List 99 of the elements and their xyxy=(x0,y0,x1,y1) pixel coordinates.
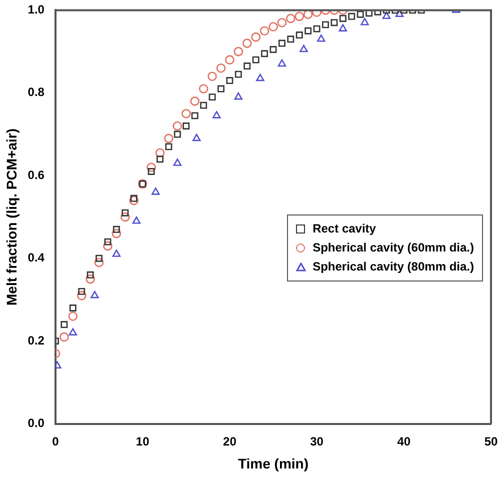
point xyxy=(76,290,86,300)
point xyxy=(182,122,190,130)
point xyxy=(152,188,160,195)
point xyxy=(294,12,304,22)
point xyxy=(234,92,243,100)
point xyxy=(90,290,99,298)
point xyxy=(395,10,404,17)
point xyxy=(112,250,121,257)
point xyxy=(200,102,208,109)
point xyxy=(251,32,260,42)
x-tick-label: 40 xyxy=(397,434,411,448)
point xyxy=(78,288,86,295)
point xyxy=(234,46,244,56)
point xyxy=(208,94,216,101)
point xyxy=(68,328,78,336)
point xyxy=(68,312,78,321)
point xyxy=(103,241,112,251)
point xyxy=(348,12,356,20)
legend-label: Rect cavity xyxy=(312,220,376,238)
point xyxy=(164,134,174,144)
point xyxy=(234,70,242,78)
y-tick-label: 1.0 xyxy=(28,2,45,17)
x-tick-label: 20 xyxy=(223,434,237,448)
y-axis-title: Melt fraction (liq. PCM+air) xyxy=(3,128,20,306)
point xyxy=(218,85,224,92)
point xyxy=(60,321,68,328)
point xyxy=(148,168,155,175)
point xyxy=(317,34,326,42)
point xyxy=(339,14,346,22)
point xyxy=(173,158,182,166)
point xyxy=(132,216,141,224)
point xyxy=(322,21,329,28)
point xyxy=(338,24,348,32)
point xyxy=(156,156,164,163)
point xyxy=(366,10,373,17)
point xyxy=(268,22,278,32)
point xyxy=(300,44,308,52)
point xyxy=(261,50,268,58)
point xyxy=(120,212,130,222)
point xyxy=(278,40,286,47)
point xyxy=(244,62,251,70)
point xyxy=(112,226,120,233)
point xyxy=(69,304,76,312)
point xyxy=(382,12,391,20)
point xyxy=(192,134,201,142)
legend-label: Spherical cavity (60mm dia.) xyxy=(312,240,474,257)
point xyxy=(94,258,104,268)
point xyxy=(260,26,270,36)
point xyxy=(155,148,165,158)
point xyxy=(270,46,277,53)
x-tick-label: 30 xyxy=(310,434,324,448)
point xyxy=(112,228,122,238)
point xyxy=(304,27,312,34)
y-tick-label: 0.2 xyxy=(28,333,45,348)
y-tick-label: 0.8 xyxy=(28,85,45,100)
y-tick-label: 0.6 xyxy=(28,168,45,182)
point xyxy=(356,10,364,18)
point xyxy=(226,77,234,84)
point xyxy=(374,10,382,16)
point xyxy=(60,332,69,342)
point xyxy=(198,84,208,94)
point xyxy=(191,112,198,120)
point xyxy=(122,209,129,216)
point xyxy=(216,63,226,73)
point xyxy=(208,72,217,82)
point xyxy=(312,10,322,17)
point xyxy=(165,143,172,150)
point xyxy=(86,274,95,284)
point xyxy=(130,194,138,202)
point xyxy=(174,130,181,138)
point xyxy=(104,238,112,246)
point xyxy=(225,55,234,64)
point xyxy=(190,96,200,106)
point xyxy=(330,19,338,26)
point xyxy=(277,18,287,28)
x-tick-label: 50 xyxy=(484,434,498,448)
y-tick-label: 0.0 xyxy=(28,416,45,430)
point xyxy=(256,74,264,82)
point xyxy=(129,196,139,206)
legend-label: Spherical cavity (80mm dia.) xyxy=(312,258,474,276)
x-tick-label: 10 xyxy=(136,434,150,448)
point xyxy=(296,32,303,38)
point xyxy=(313,25,320,32)
point xyxy=(242,38,252,48)
point xyxy=(286,14,296,24)
point xyxy=(181,108,191,118)
point xyxy=(278,59,286,67)
point xyxy=(96,254,103,262)
x-tick-label: 0 xyxy=(52,434,60,448)
point xyxy=(172,121,182,131)
point xyxy=(303,10,313,19)
point xyxy=(252,56,260,64)
y-tick-label: 0.4 xyxy=(28,250,45,265)
point xyxy=(86,271,94,278)
point xyxy=(146,162,156,172)
point xyxy=(212,111,221,118)
point xyxy=(287,36,294,43)
x-axis-title: Time (min) xyxy=(238,455,309,472)
point xyxy=(360,18,369,26)
